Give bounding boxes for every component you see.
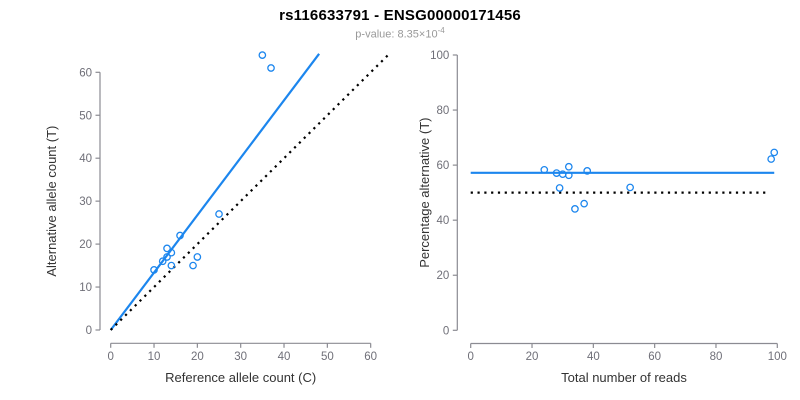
data-point <box>564 171 573 180</box>
data-point <box>267 64 275 72</box>
data-point <box>150 266 158 274</box>
data-point <box>767 155 776 163</box>
x-axis-title: Reference allele count (C) <box>165 370 316 385</box>
x-tick-label: 20 <box>191 351 204 363</box>
data-point <box>626 183 634 192</box>
x-tick-label: 40 <box>278 351 291 363</box>
y-tick-label: 100 <box>430 50 449 62</box>
y-tick-label: 60 <box>437 160 450 172</box>
fit-line <box>109 53 320 331</box>
p-value-subtitle: p-value: 8.35×10-4 <box>0 26 800 41</box>
data-point <box>583 167 592 175</box>
y-tick-label: 0 <box>443 325 449 337</box>
right-scatter-plot: 0 20 40 60 80 100 Total number of reads 0 20 40 60… <box>417 50 787 385</box>
y-axis-title: Percentage alternative (T) <box>417 118 432 268</box>
data-point <box>158 257 167 266</box>
x-tick-label: 60 <box>364 351 377 363</box>
x-tick-label: 80 <box>710 351 723 363</box>
x-tick-label: 0 <box>107 351 113 363</box>
data-point <box>571 205 579 213</box>
data-point <box>193 253 202 261</box>
y-tick-label: 50 <box>79 110 92 122</box>
data-point <box>564 162 573 171</box>
data-point <box>176 231 184 240</box>
data-point <box>215 210 223 218</box>
x-tick-label: 50 <box>321 351 334 363</box>
x-tick-label: 40 <box>587 351 600 363</box>
y-tick-label: 40 <box>79 153 92 165</box>
data-point <box>189 261 197 270</box>
data-point <box>167 248 176 257</box>
y-tick-label: 20 <box>437 270 450 282</box>
x-tick-label: 0 <box>467 351 473 363</box>
y-tick-label: 60 <box>79 67 92 79</box>
y-tick-label: 10 <box>79 282 92 294</box>
y-tick-label: 0 <box>86 325 92 337</box>
y-tick-label: 80 <box>437 105 450 117</box>
y-tick-label: 20 <box>79 239 92 251</box>
data-point <box>770 148 779 157</box>
p-value-exponent: -4 <box>437 26 445 35</box>
page-title: rs116633791 - ENSG00000171456 <box>279 7 521 24</box>
data-point <box>580 199 588 208</box>
x-axis-title: Total number of reads <box>561 370 687 385</box>
data-point <box>540 165 549 174</box>
p-value-text: p-value: 8.35×10 <box>355 28 438 41</box>
y-axis-title: Alternative allele count (T) <box>44 126 59 277</box>
data-point <box>163 244 171 253</box>
data-point <box>163 253 171 261</box>
x-tick-label: 10 <box>148 351 161 363</box>
y-tick-label: 40 <box>437 215 450 227</box>
y-tick-label: 30 <box>79 196 92 208</box>
identity-line <box>109 53 390 331</box>
data-point <box>258 51 267 59</box>
x-tick-label: 20 <box>526 351 539 363</box>
left-scatter-plot: 0 10 20 30 40 50 60 Reference allele count (C) 0… <box>44 51 390 385</box>
x-tick-label: 30 <box>234 351 247 363</box>
x-tick-label: 60 <box>648 351 661 363</box>
data-point <box>555 184 564 192</box>
data-point <box>167 261 176 270</box>
x-tick-label: 100 <box>768 351 787 363</box>
